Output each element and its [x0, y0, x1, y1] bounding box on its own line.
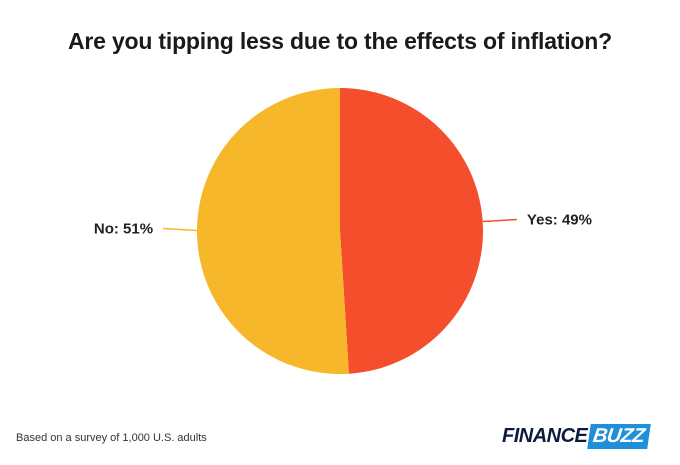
- logo-word-buzz: BUZZ: [587, 424, 652, 449]
- financebuzz-logo: FINANCE BUZZ: [502, 424, 652, 449]
- leader-line-no: [163, 227, 198, 232]
- pie-slice-yes: [340, 87, 484, 374]
- slice-label-yes: Yes: 49%: [527, 212, 592, 229]
- logo-word-finance: FINANCE: [502, 425, 588, 447]
- footnote: Based on a survey of 1,000 U.S. adults: [16, 432, 207, 444]
- leader-line-yes: [482, 218, 517, 223]
- chart-title: Are you tipping less due to the effects …: [68, 28, 612, 54]
- slice-label-no: No: 51%: [94, 220, 153, 237]
- pie-slice-no: [197, 88, 349, 374]
